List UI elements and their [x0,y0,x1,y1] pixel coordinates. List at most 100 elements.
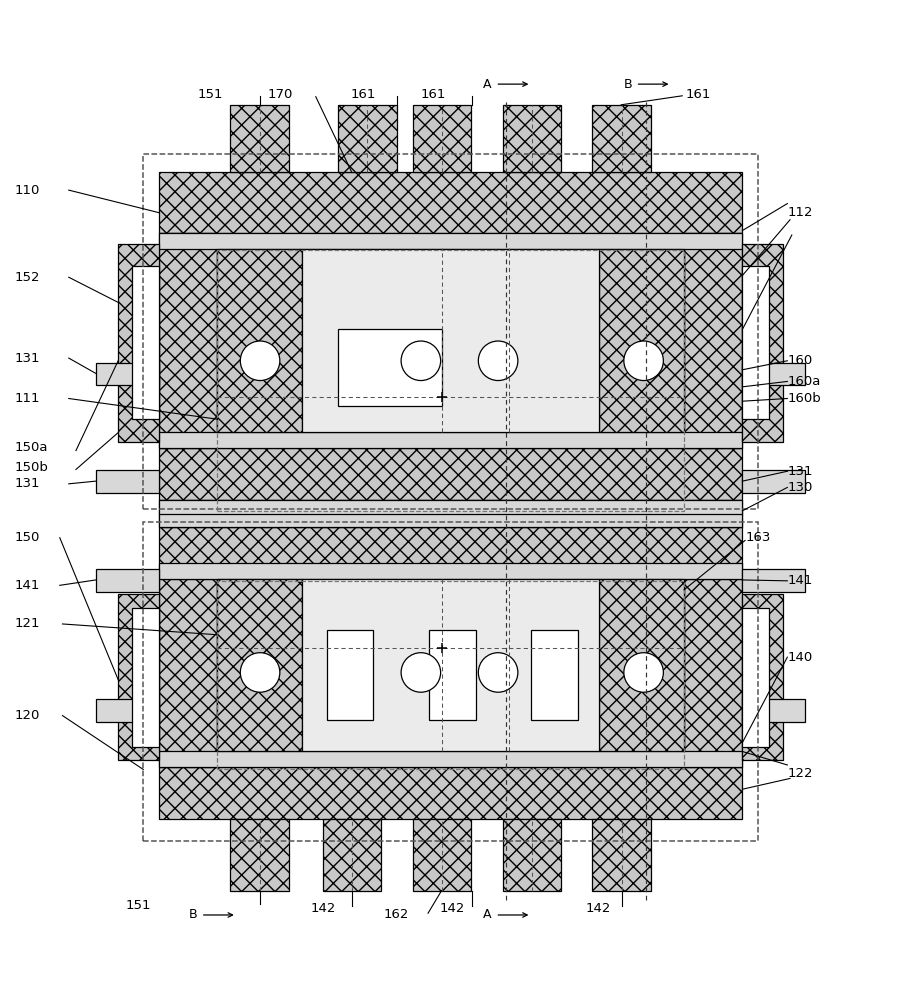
Bar [118,594,159,760]
Bar [742,608,769,747]
Bar [96,699,159,722]
Bar [684,233,742,448]
Text: 161: 161 [421,88,446,101]
Text: 151: 151 [198,88,223,101]
Bar [326,630,373,720]
Bar [217,579,684,751]
Text: 151: 151 [125,899,150,912]
Text: 122: 122 [787,767,813,780]
Text: 142: 142 [586,902,612,915]
Bar [143,522,758,841]
Circle shape [478,653,518,692]
Text: 140: 140 [787,651,813,664]
Text: 141: 141 [14,579,41,592]
Bar [96,470,159,493]
Bar [429,630,476,720]
Text: 150b: 150b [14,461,49,474]
Text: 142: 142 [440,902,465,915]
Bar [323,819,381,891]
Text: 141: 141 [787,574,813,587]
Circle shape [623,653,663,692]
Bar [413,819,471,891]
Bar [217,250,684,511]
Bar [742,244,783,442]
Text: 110: 110 [14,184,41,197]
Text: 162: 162 [384,908,409,921]
Bar [684,579,742,767]
Text: 131: 131 [14,477,41,490]
Circle shape [241,341,280,381]
Circle shape [401,341,441,381]
Text: 121: 121 [14,617,41,630]
Text: 152: 152 [14,271,41,284]
Bar [742,363,805,385]
Bar [96,569,159,592]
Bar [159,448,742,500]
Bar [143,154,758,509]
Text: 150: 150 [14,531,41,544]
Text: 111: 111 [14,392,41,405]
Text: 170: 170 [268,88,293,101]
Bar [338,329,441,406]
Text: 150a: 150a [14,441,49,454]
Bar [159,513,742,527]
Circle shape [623,341,663,381]
Text: 161: 161 [350,88,376,101]
Text: 163: 163 [745,531,770,544]
Bar [593,105,651,172]
Bar [593,819,651,891]
Bar [217,581,684,769]
Bar [118,244,159,442]
Text: A: A [483,78,492,91]
Circle shape [241,653,280,692]
Bar [159,500,742,527]
Bar [132,608,159,747]
Bar [303,249,598,432]
Bar [231,819,289,891]
Text: A: A [483,908,492,921]
Text: 160a: 160a [787,375,821,388]
Text: 131: 131 [14,352,41,365]
Bar [742,699,805,722]
Bar [159,233,217,448]
Bar [159,432,742,448]
Text: 131: 131 [787,465,813,478]
Bar [217,249,303,432]
Circle shape [478,341,518,381]
Bar [598,249,684,432]
Bar [159,233,742,249]
Bar [159,579,217,767]
Bar [742,266,769,419]
Text: 160b: 160b [787,392,821,405]
Text: 142: 142 [310,902,336,915]
Bar [132,266,159,419]
Text: 120: 120 [14,709,41,722]
Circle shape [401,653,441,692]
Bar [217,579,303,751]
Bar [742,594,783,760]
Bar [742,569,805,592]
Bar [231,105,289,172]
Bar [742,470,805,493]
Bar [338,105,396,172]
Text: B: B [188,908,197,921]
Bar [159,563,742,579]
Text: 160: 160 [787,354,813,367]
Bar [503,105,561,172]
Bar [303,579,598,751]
Text: 130: 130 [787,481,813,494]
Bar [217,249,684,432]
Text: 161: 161 [686,88,711,101]
Bar [503,819,561,891]
Bar [159,172,742,233]
Bar [532,630,578,720]
Bar [159,751,742,767]
Text: B: B [623,78,632,91]
Bar [96,363,159,385]
Bar [413,105,471,172]
Bar [159,500,742,514]
Bar [598,579,684,751]
Text: 112: 112 [787,206,813,219]
Bar [159,767,742,819]
Bar [159,527,742,579]
